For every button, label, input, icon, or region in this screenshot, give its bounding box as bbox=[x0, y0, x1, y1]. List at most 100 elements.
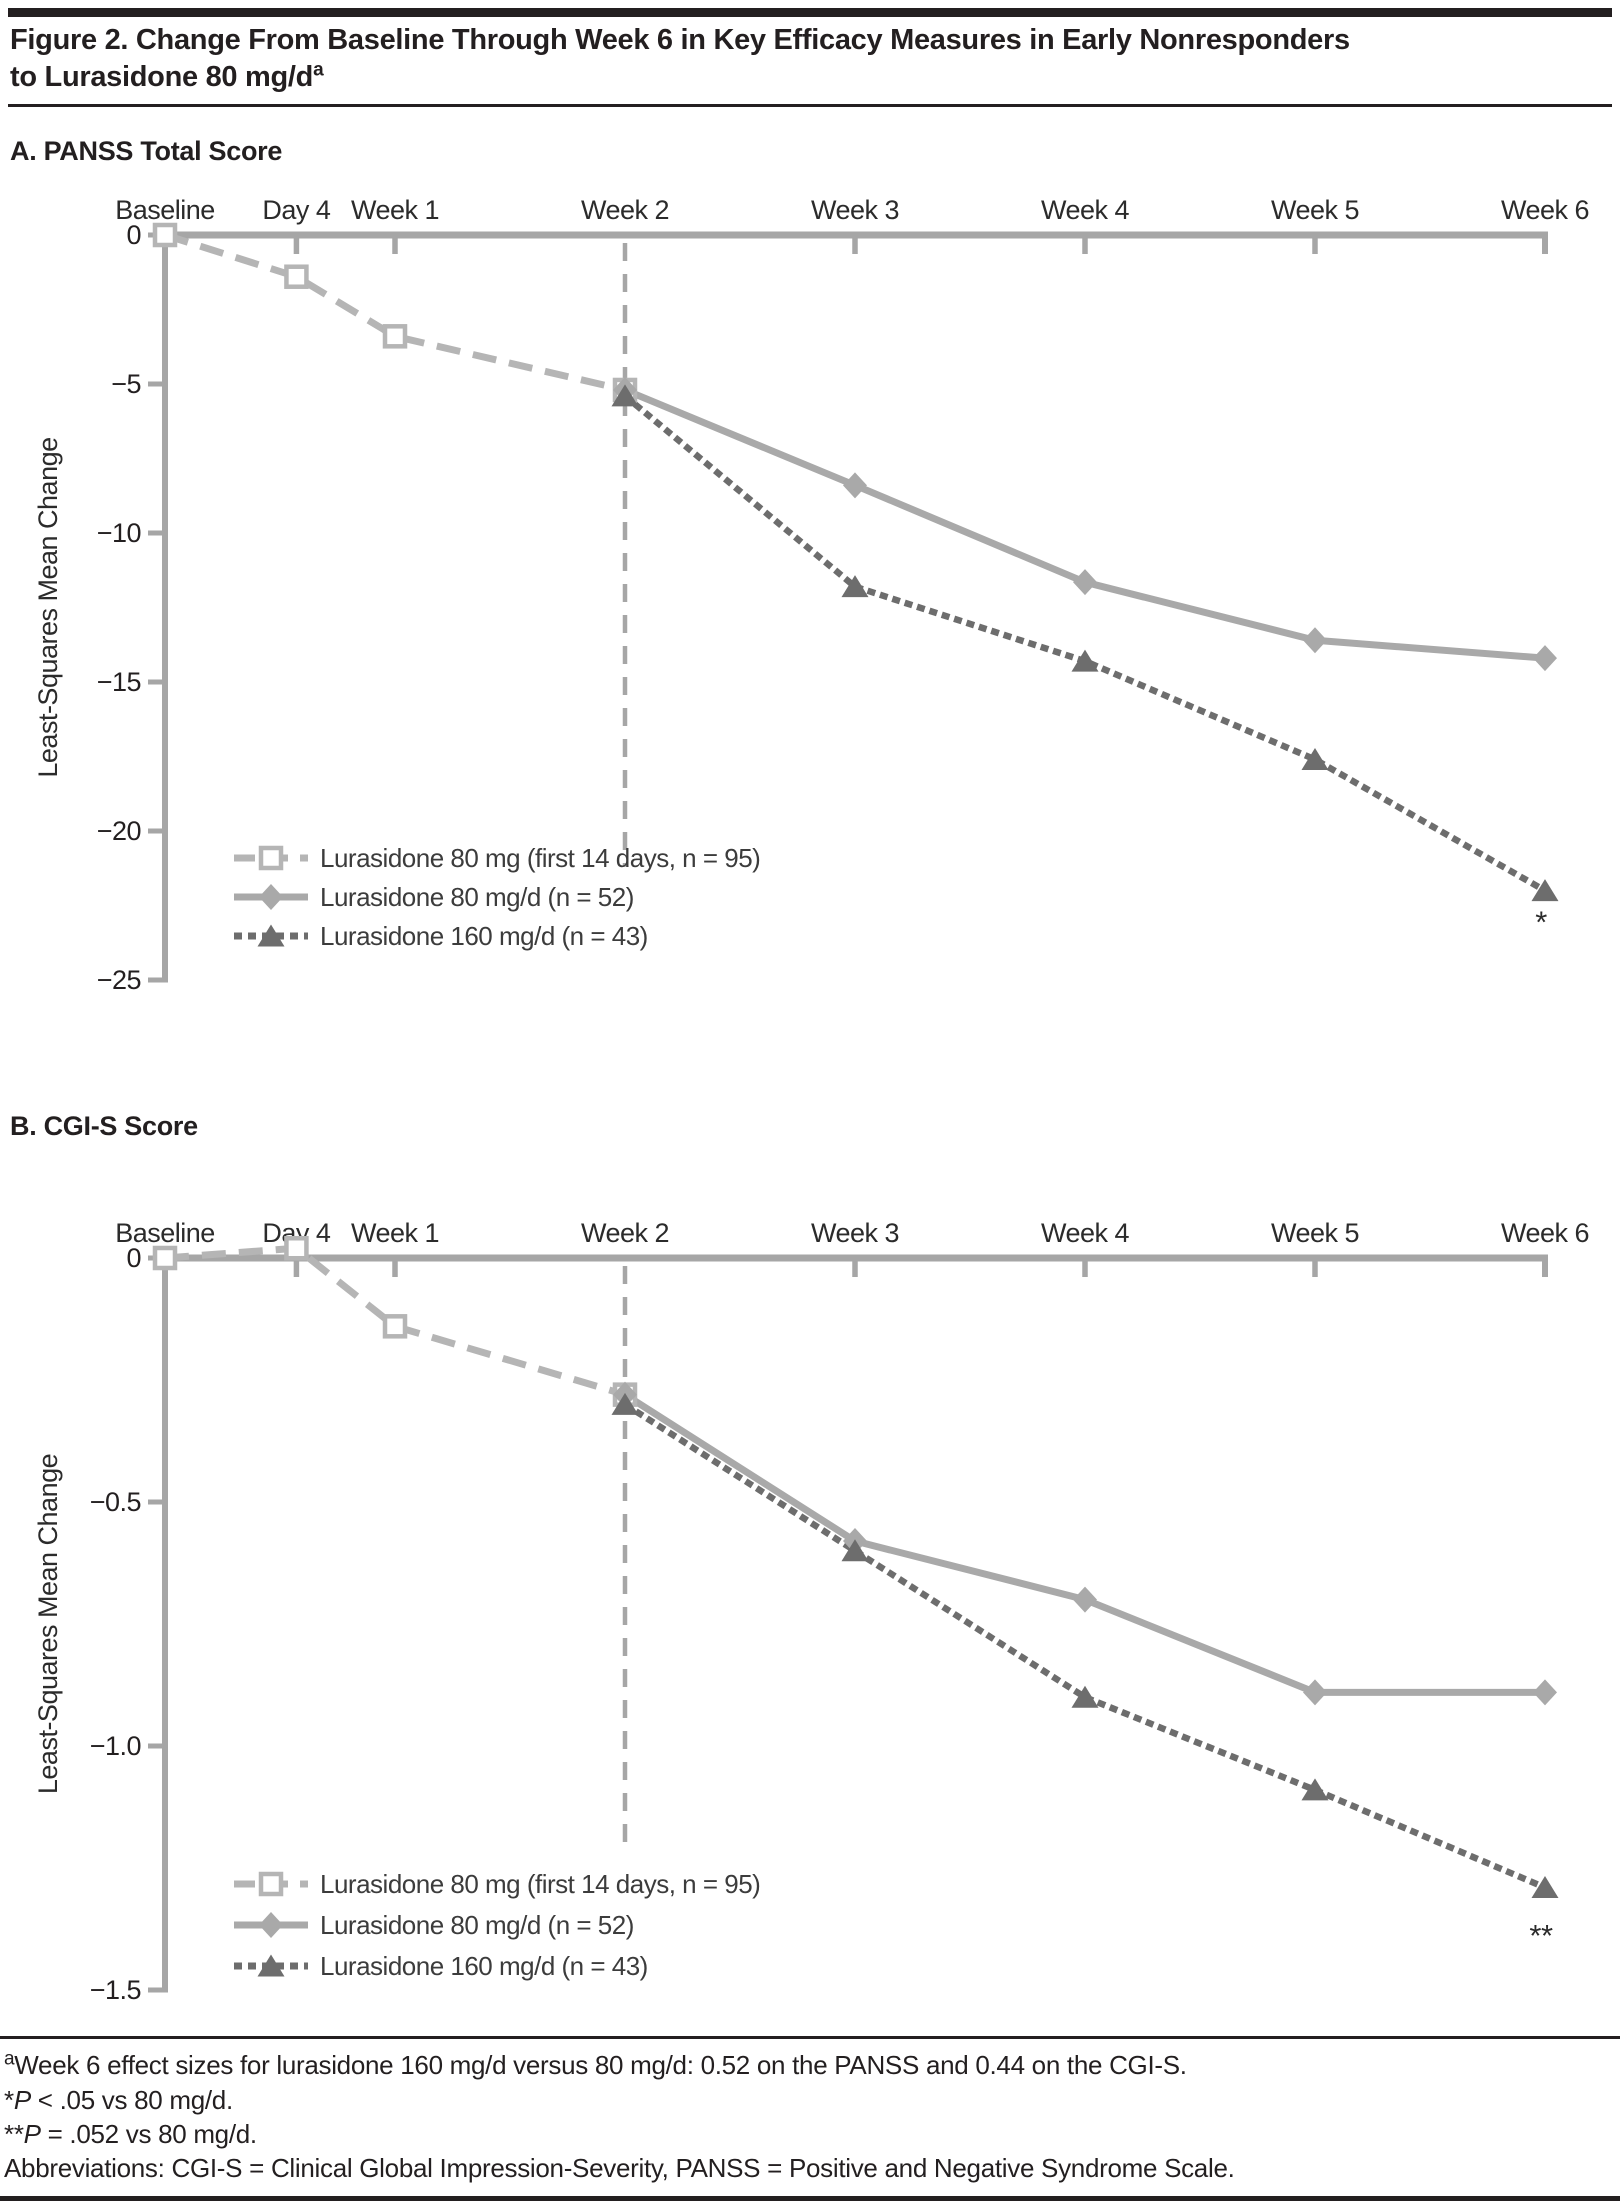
legend-label: Lurasidone 80 mg (first 14 days, n = 95) bbox=[320, 1869, 760, 1899]
footnote-double-star: ** bbox=[4, 2119, 24, 2149]
figure-title-line1: Figure 2. Change From Baseline Through W… bbox=[10, 24, 1350, 56]
legend-triangle-icon bbox=[257, 1954, 285, 1977]
marker-triangle-lurasidone-160mgd bbox=[841, 1539, 869, 1562]
series-line-lurasidone-160mgd bbox=[622, 393, 1547, 894]
legend-item-lurasidone-160mgd: Lurasidone 160 mg/d (n = 43) bbox=[234, 921, 648, 951]
legend-item-lurasidone-80mgd: Lurasidone 80 mg/d (n = 52) bbox=[234, 1910, 634, 1940]
marker-diamond-lurasidone-80mgd bbox=[842, 472, 867, 499]
y-axis-title: Least-Squares Mean Change bbox=[33, 437, 63, 777]
y-tick-label: −1.5 bbox=[90, 1975, 141, 2005]
legend-label: Lurasidone 80 mg/d (n = 52) bbox=[320, 1910, 634, 1940]
panel-b: Baseline Day 4 Week 1 Week 2 Week 3 Week 4 Wee… bbox=[33, 1218, 1590, 2005]
figure-title-line2: to Lurasidone 80 mg/d bbox=[10, 61, 314, 93]
marker-diamond-lurasidone-80mgd bbox=[1072, 1586, 1097, 1613]
y-tick-label: −15 bbox=[97, 667, 141, 697]
marker-open-square-lurasidone-80mg-first-14-days bbox=[284, 1235, 309, 1261]
marker-diamond-lurasidone-80mgd bbox=[1532, 1679, 1557, 1706]
footnote-effect-sizes: aWeek 6 effect sizes for lurasidone 160 … bbox=[4, 2048, 1187, 2080]
marker-triangle-lurasidone-160mgd bbox=[1301, 1778, 1329, 1801]
x-tick-label: Week 4 bbox=[1041, 1218, 1130, 1248]
marker-triangle-lurasidone-160mgd bbox=[841, 575, 869, 598]
marker-triangle-lurasidone-160mgd bbox=[1531, 879, 1559, 902]
x-tick-label: Week 1 bbox=[351, 195, 439, 225]
legend-item-lurasidone-160mgd: Lurasidone 160 mg/d (n = 43) bbox=[234, 1951, 648, 1981]
series-line-lurasidone-80mg-first-14-days bbox=[163, 231, 626, 394]
title-rule bbox=[8, 104, 1612, 107]
marker-open-square-lurasidone-80mg-first-14-days bbox=[152, 1245, 178, 1271]
footnote-rule-top bbox=[0, 2036, 1620, 2039]
marker-triangle-lurasidone-160mgd bbox=[1301, 747, 1329, 770]
y-tick-label: 0 bbox=[126, 1243, 141, 1273]
x-tick-label: Day 4 bbox=[262, 195, 331, 225]
marker-triangle-lurasidone-160mgd bbox=[611, 1392, 639, 1415]
marker-diamond-lurasidone-80mgd bbox=[1302, 627, 1327, 654]
footnote-pvalue-2: **P = .052 vs 80 mg/d. bbox=[4, 2119, 257, 2149]
legend-open-square-icon bbox=[258, 1871, 284, 1897]
footnote-p-italic: P bbox=[13, 2085, 31, 2115]
y-tick-label: −0.5 bbox=[90, 1487, 141, 1517]
y-tick-label: −10 bbox=[97, 518, 141, 548]
x-tick-label: Week 5 bbox=[1271, 195, 1359, 225]
legend-open-square-icon bbox=[258, 845, 284, 871]
y-tick-label: 0 bbox=[126, 220, 141, 250]
x-tick-label: Week 6 bbox=[1501, 1218, 1589, 1248]
significance-asterisk: ** bbox=[1529, 1918, 1553, 1953]
significance-asterisk: * bbox=[1535, 904, 1547, 939]
x-tick-label: Baseline bbox=[115, 1218, 215, 1248]
footnote-pvalue-1-text: < .05 vs 80 mg/d. bbox=[30, 2085, 233, 2115]
series-line-lurasidone-80mgd bbox=[623, 386, 1546, 662]
marker-open-square-lurasidone-80mg-first-14-days bbox=[284, 264, 309, 289]
marker-diamond-lurasidone-80mgd bbox=[1302, 1679, 1327, 1706]
x-tick-label: Week 4 bbox=[1041, 195, 1130, 225]
footnote-pvalue-2-text: = .052 vs 80 mg/d. bbox=[40, 2119, 258, 2149]
x-tick-label: Week 2 bbox=[581, 1218, 669, 1248]
marker-open-square-lurasidone-80mg-first-14-days bbox=[152, 222, 178, 248]
marker-triangle-lurasidone-160mgd bbox=[1071, 649, 1099, 672]
top-rule bbox=[8, 8, 1612, 17]
x-tick-label: Week 3 bbox=[811, 195, 899, 225]
y-axis-title: Least-Squares Mean Change bbox=[33, 1454, 63, 1794]
marker-open-square-lurasidone-80mg-first-14-days bbox=[382, 1314, 408, 1339]
x-tick-label: Week 5 bbox=[1271, 1218, 1359, 1248]
legend-item-lurasidone-80mg-first-14-days: Lurasidone 80 mg (first 14 days, n = 95) bbox=[234, 1869, 761, 1899]
marker-diamond-lurasidone-80mgd bbox=[1072, 569, 1097, 596]
legend-label: Lurasidone 80 mg/d (n = 52) bbox=[320, 882, 634, 912]
x-tick-label: Week 6 bbox=[1501, 195, 1589, 225]
y-tick-label: −25 bbox=[97, 965, 141, 995]
y-tick-label: −1.0 bbox=[90, 1731, 141, 1761]
legend-diamond-icon bbox=[259, 884, 283, 910]
bottom-rule bbox=[0, 2196, 1620, 2201]
legend-label: Lurasidone 160 mg/d (n = 43) bbox=[320, 921, 648, 951]
marker-diamond-lurasidone-80mgd bbox=[1532, 645, 1557, 672]
y-tick-label: −5 bbox=[111, 369, 141, 399]
x-tick-label: Baseline bbox=[115, 195, 215, 225]
series-line-lurasidone-80mgd bbox=[623, 1391, 1545, 1696]
footnote-effect-sizes-text: Week 6 effect sizes for lurasidone 160 m… bbox=[14, 2050, 1187, 2080]
marker-open-square-lurasidone-80mg-first-14-days bbox=[382, 324, 408, 349]
legend-label: Lurasidone 160 mg/d (n = 43) bbox=[320, 1951, 648, 1981]
legend-label: Lurasidone 80 mg (first 14 days, n = 95) bbox=[320, 843, 760, 873]
footnote-star: * bbox=[4, 2085, 14, 2115]
x-tick-label: Week 3 bbox=[811, 1218, 899, 1248]
x-tick-label: Week 2 bbox=[581, 195, 669, 225]
marker-triangle-lurasidone-160mgd bbox=[1531, 1876, 1559, 1899]
panel-b-title: B. CGI-S Score bbox=[10, 1111, 198, 1141]
legend-diamond-icon bbox=[259, 1912, 283, 1938]
marker-triangle-lurasidone-160mgd bbox=[1071, 1685, 1099, 1708]
footnote-abbreviations: Abbreviations: CGI-S = Clinical Global I… bbox=[4, 2153, 1235, 2183]
footnote-pvalue-1: *P < .05 vs 80 mg/d. bbox=[4, 2085, 233, 2115]
legend-item-lurasidone-80mgd: Lurasidone 80 mg/d (n = 52) bbox=[234, 882, 634, 912]
figure-title: Figure 2. Change From Baseline Through W… bbox=[10, 22, 1590, 96]
y-tick-label: −20 bbox=[97, 816, 141, 846]
series-line-lurasidone-80mg-first-14-days bbox=[164, 1244, 626, 1398]
marker-triangle-lurasidone-160mgd bbox=[611, 384, 639, 407]
legend-triangle-icon bbox=[257, 924, 285, 947]
footnote-superscript-a: a bbox=[4, 2048, 15, 2070]
series-line-lurasidone-160mgd bbox=[623, 1401, 1547, 1891]
figure-title-footnote-marker: a bbox=[313, 59, 324, 81]
x-tick-label: Week 1 bbox=[351, 1218, 439, 1248]
footnote-p-italic: P bbox=[23, 2119, 41, 2149]
panel-a: Baseline Day 4 Week 1 Week 2 Week 3 Week 4 Wee… bbox=[33, 195, 1590, 995]
